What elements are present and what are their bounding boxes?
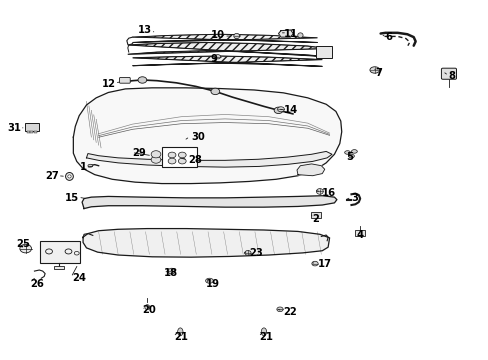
Ellipse shape [244, 251, 250, 255]
Ellipse shape [316, 189, 323, 194]
Circle shape [210, 88, 219, 95]
Polygon shape [86, 152, 331, 167]
Text: 19: 19 [205, 279, 219, 289]
Circle shape [168, 158, 176, 164]
Circle shape [138, 77, 146, 83]
Circle shape [151, 151, 161, 158]
Polygon shape [132, 56, 322, 66]
Bar [310, 212, 321, 218]
Polygon shape [83, 229, 329, 257]
Text: 16: 16 [322, 188, 336, 198]
Text: 30: 30 [191, 132, 204, 142]
Text: 18: 18 [164, 268, 178, 278]
Text: 26: 26 [30, 279, 44, 289]
FancyBboxPatch shape [119, 77, 130, 83]
Circle shape [20, 244, 31, 253]
Polygon shape [316, 46, 331, 58]
Bar [27, 131, 30, 133]
Text: 14: 14 [283, 105, 297, 115]
Polygon shape [132, 34, 317, 42]
Ellipse shape [177, 328, 183, 336]
Text: 27: 27 [45, 171, 59, 181]
Text: 24: 24 [72, 273, 86, 283]
Ellipse shape [88, 164, 93, 167]
Text: 13: 13 [138, 25, 152, 35]
Circle shape [178, 152, 186, 158]
Ellipse shape [261, 328, 266, 336]
Ellipse shape [344, 151, 350, 154]
Text: 15: 15 [65, 193, 79, 203]
Text: 25: 25 [16, 239, 30, 249]
Text: 21: 21 [174, 332, 187, 342]
Text: 7: 7 [375, 68, 382, 78]
Ellipse shape [168, 268, 175, 274]
Text: 31: 31 [7, 123, 21, 133]
Text: 8: 8 [448, 71, 455, 81]
Ellipse shape [351, 150, 357, 153]
Ellipse shape [276, 307, 283, 312]
Bar [34, 131, 37, 133]
Ellipse shape [311, 261, 318, 266]
Text: 20: 20 [142, 305, 156, 315]
Text: 2: 2 [312, 214, 319, 224]
Text: 12: 12 [102, 78, 116, 89]
Ellipse shape [233, 33, 239, 39]
Bar [30, 131, 33, 133]
Bar [162, 147, 197, 167]
Text: 21: 21 [259, 332, 272, 342]
Text: 22: 22 [283, 307, 297, 317]
FancyBboxPatch shape [441, 68, 456, 79]
Text: 6: 6 [385, 32, 392, 42]
Text: 23: 23 [249, 248, 263, 258]
Bar [355, 230, 365, 237]
Polygon shape [82, 196, 336, 208]
Text: 9: 9 [210, 54, 217, 64]
Circle shape [151, 156, 161, 163]
Polygon shape [73, 88, 341, 184]
Ellipse shape [68, 175, 71, 178]
Text: 4: 4 [356, 230, 363, 240]
Polygon shape [278, 30, 292, 37]
Ellipse shape [65, 172, 73, 180]
Text: 10: 10 [211, 30, 224, 40]
Text: 1: 1 [79, 162, 86, 172]
Ellipse shape [297, 33, 303, 38]
Text: 5: 5 [346, 152, 353, 162]
Bar [54, 266, 63, 269]
Ellipse shape [277, 107, 284, 112]
Circle shape [178, 158, 186, 164]
Ellipse shape [205, 278, 213, 283]
Polygon shape [127, 42, 326, 57]
Ellipse shape [144, 305, 149, 310]
Text: 29: 29 [132, 148, 146, 158]
Ellipse shape [369, 67, 379, 73]
Text: 11: 11 [283, 28, 297, 39]
Circle shape [168, 152, 176, 158]
Text: 17: 17 [317, 259, 331, 269]
Circle shape [274, 107, 283, 113]
Text: 3: 3 [351, 193, 358, 203]
Text: 28: 28 [188, 156, 202, 165]
Polygon shape [296, 164, 324, 176]
Ellipse shape [348, 154, 354, 158]
Ellipse shape [214, 55, 220, 59]
Bar [40, 242, 80, 263]
Bar [25, 123, 39, 131]
